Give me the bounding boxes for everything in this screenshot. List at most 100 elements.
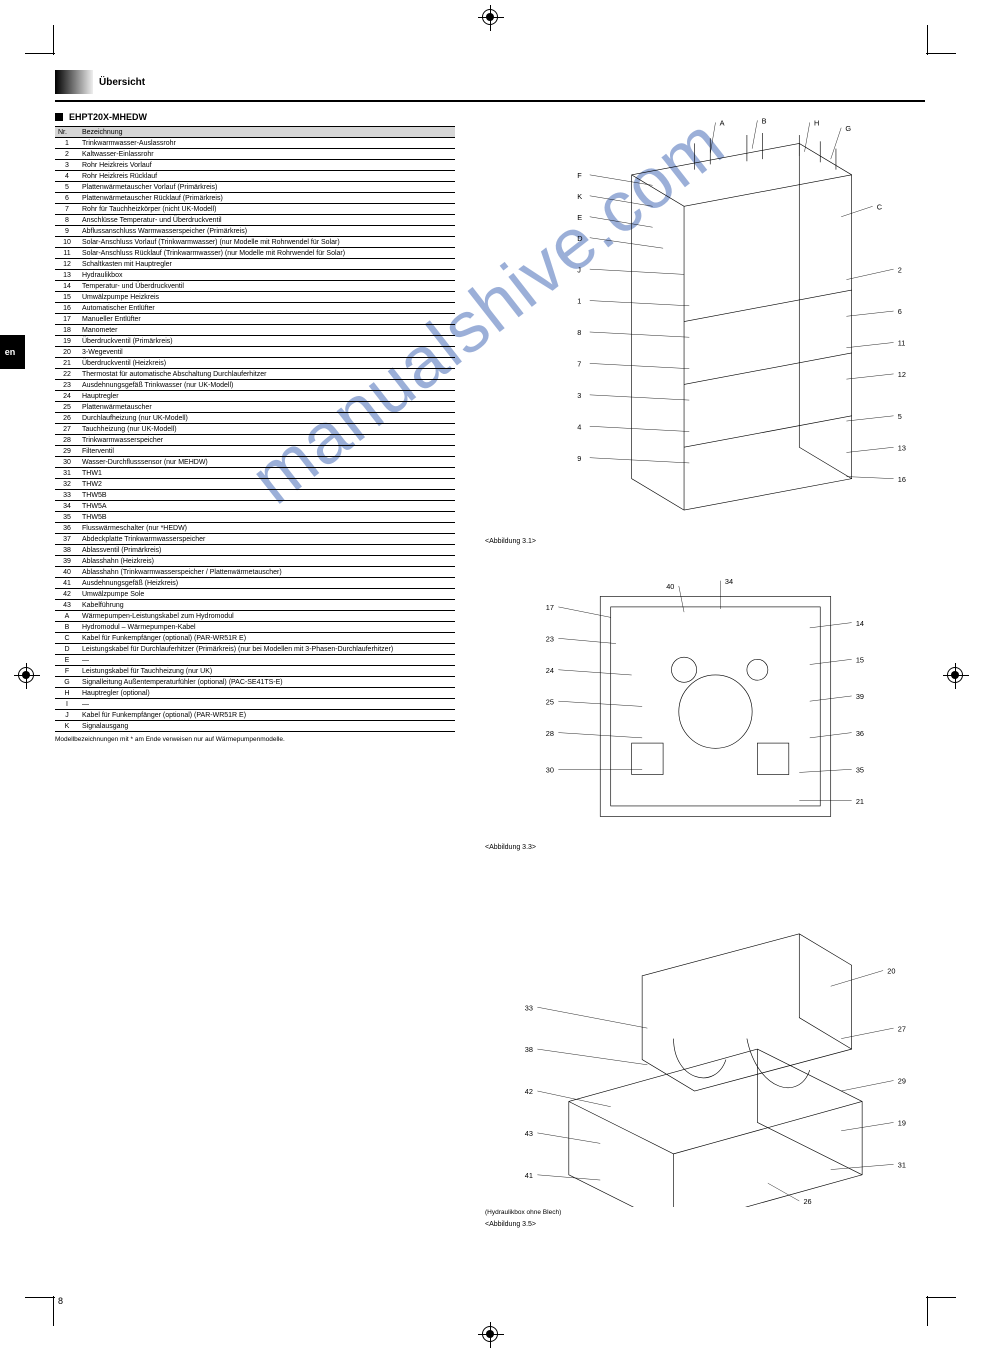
table-row: CKabel für Funkempfänger (optional) (PAR… bbox=[55, 633, 455, 644]
part-name: Hauptregler bbox=[79, 391, 455, 402]
page-content: Übersicht EHPT20X-MHEDW Nr. Bezeichnung … bbox=[55, 70, 925, 1248]
registration-mark-bottom bbox=[482, 1326, 498, 1342]
table-row: 16Automatischer Entlüfter bbox=[55, 303, 455, 314]
part-number: 1 bbox=[55, 138, 79, 149]
figure-2: 1723242528304034141539363521 <Abbildung … bbox=[485, 565, 925, 851]
fig1-caption: <Abbildung 3.1> bbox=[485, 538, 925, 545]
figure-label: 11 bbox=[898, 339, 906, 348]
figure-label: K bbox=[577, 192, 582, 201]
figure-label: 5 bbox=[898, 412, 902, 421]
table-row: 26Durchlaufheizung (nur UK-Modell) bbox=[55, 413, 455, 424]
table-row: GSignalleitung Außentemperaturfühler (op… bbox=[55, 677, 455, 688]
table-row: AWärmepumpen-Leistungskabel zum Hydromod… bbox=[55, 611, 455, 622]
part-number: 29 bbox=[55, 446, 79, 457]
part-name: Wärmepumpen-Leistungskabel zum Hydromodu… bbox=[79, 611, 455, 622]
table-row: 42Umwälzpumpe Sole bbox=[55, 589, 455, 600]
part-number: 8 bbox=[55, 215, 79, 226]
table-row: 41Ausdehnungsgefäß (Heizkreis) bbox=[55, 578, 455, 589]
part-name: Thermostat für automatische Abschaltung … bbox=[79, 369, 455, 380]
part-name: Leistungskabel für Durchlauferhitzer (Pr… bbox=[79, 644, 455, 655]
table-row: 28Trinkwarmwasserspeicher bbox=[55, 435, 455, 446]
figure-label: 17 bbox=[546, 603, 554, 612]
part-name: Kabel für Funkempfänger (optional) (PAR-… bbox=[79, 710, 455, 721]
part-number: 3 bbox=[55, 160, 79, 171]
part-name: Schaltkasten mit Hauptregler bbox=[79, 259, 455, 270]
figure-label: 2 bbox=[898, 265, 902, 274]
table-row: 37Abdeckplatte Trinkwarmwasserspeicher bbox=[55, 534, 455, 545]
table-row: 203-Wegeventil bbox=[55, 347, 455, 358]
section-title: Übersicht bbox=[99, 77, 145, 88]
part-name: Überdruckventil (Primärkreis) bbox=[79, 336, 455, 347]
figure-label: G bbox=[845, 124, 851, 133]
part-name: — bbox=[79, 655, 455, 666]
table-row: 40Ablasshahn (Trinkwarmwasserspeicher / … bbox=[55, 567, 455, 578]
part-number: 39 bbox=[55, 556, 79, 567]
table-row: 43Kabelführung bbox=[55, 600, 455, 611]
table-row: 23Ausdehnungsgefäß Trinkwasser (nur UK-M… bbox=[55, 380, 455, 391]
part-number: 10 bbox=[55, 237, 79, 248]
part-name: Ablasshahn (Trinkwarmwasserspeicher / Pl… bbox=[79, 567, 455, 578]
part-number: A bbox=[55, 611, 79, 622]
figure-label: 39 bbox=[856, 692, 864, 701]
part-name: Hauptregler (optional) bbox=[79, 688, 455, 699]
page-number: 8 bbox=[58, 1296, 63, 1306]
part-name: THW5A bbox=[79, 501, 455, 512]
table-row: 22Thermostat für automatische Abschaltun… bbox=[55, 369, 455, 380]
part-name: Plattenwärmetauscher Vorlauf (Primärkrei… bbox=[79, 182, 455, 193]
table-row: 25Plattenwärmetauscher bbox=[55, 402, 455, 413]
figure-label: 34 bbox=[725, 577, 733, 586]
figure-label: 24 bbox=[546, 666, 554, 675]
part-number: 14 bbox=[55, 281, 79, 292]
header-rule bbox=[55, 100, 925, 102]
part-number: 24 bbox=[55, 391, 79, 402]
table-row: 35THW5B bbox=[55, 512, 455, 523]
table-row: 15Umwälzpumpe Heizkreis bbox=[55, 292, 455, 303]
table-row: 8Anschlüsse Temperatur- und Überdruckven… bbox=[55, 215, 455, 226]
part-number: 30 bbox=[55, 457, 79, 468]
th-name: Bezeichnung bbox=[79, 127, 455, 138]
fig3-note: (Hydraulikbox ohne Blech) bbox=[485, 1209, 925, 1216]
figure-label: 31 bbox=[898, 1161, 906, 1170]
part-name: Überdruckventil (Heizkreis) bbox=[79, 358, 455, 369]
table-row: 6Plattenwärmetauscher Rücklauf (Primärkr… bbox=[55, 193, 455, 204]
table-row: E— bbox=[55, 655, 455, 666]
figure-label: 25 bbox=[546, 697, 554, 706]
part-number: 35 bbox=[55, 512, 79, 523]
figure-label: 3 bbox=[577, 391, 581, 400]
part-name: Plattenwärmetauscher bbox=[79, 402, 455, 413]
part-name: Solar-Anschluss Rücklauf (Trinkwarmwasse… bbox=[79, 248, 455, 259]
part-name: THW5B bbox=[79, 512, 455, 523]
figure-label: 20 bbox=[887, 967, 895, 976]
part-number: 31 bbox=[55, 468, 79, 479]
figure-label: 42 bbox=[525, 1088, 533, 1097]
part-name: Hydromodul – Wärmepumpen-Kabel bbox=[79, 622, 455, 633]
part-number: 20 bbox=[55, 347, 79, 358]
figure-label: 26 bbox=[803, 1198, 811, 1207]
figure-label: 29 bbox=[898, 1077, 906, 1086]
table-row: 11Solar-Anschluss Rücklauf (Trinkwarmwas… bbox=[55, 248, 455, 259]
figure-label: 35 bbox=[856, 765, 864, 774]
part-number: 40 bbox=[55, 567, 79, 578]
part-number: 13 bbox=[55, 270, 79, 281]
header-gradient-icon bbox=[55, 70, 93, 94]
part-number: 28 bbox=[55, 435, 79, 446]
table-row: JKabel für Funkempfänger (optional) (PAR… bbox=[55, 710, 455, 721]
part-name: Rohr für Tauchheizkörper (nicht UK-Model… bbox=[79, 204, 455, 215]
part-number: 33 bbox=[55, 490, 79, 501]
fig2-caption: <Abbildung 3.3> bbox=[485, 844, 925, 851]
part-name: Signalleitung Außentemperaturfühler (opt… bbox=[79, 677, 455, 688]
figure-label: 27 bbox=[898, 1025, 906, 1034]
part-number: 11 bbox=[55, 248, 79, 259]
table-row: 12Schaltkasten mit Hauptregler bbox=[55, 259, 455, 270]
figure-label: 33 bbox=[525, 1004, 533, 1013]
figure-3: 3338424341202729193126 (Hydraulikbox ohn… bbox=[485, 871, 925, 1227]
part-name: THW1 bbox=[79, 468, 455, 479]
table-row: 5Plattenwärmetauscher Vorlauf (Primärkre… bbox=[55, 182, 455, 193]
part-number: 7 bbox=[55, 204, 79, 215]
part-number: 21 bbox=[55, 358, 79, 369]
table-row: 18Manometer bbox=[55, 325, 455, 336]
part-name: Durchlaufheizung (nur UK-Modell) bbox=[79, 413, 455, 424]
bullet-icon bbox=[55, 113, 63, 121]
part-number: 18 bbox=[55, 325, 79, 336]
figure-label: A bbox=[720, 119, 725, 128]
